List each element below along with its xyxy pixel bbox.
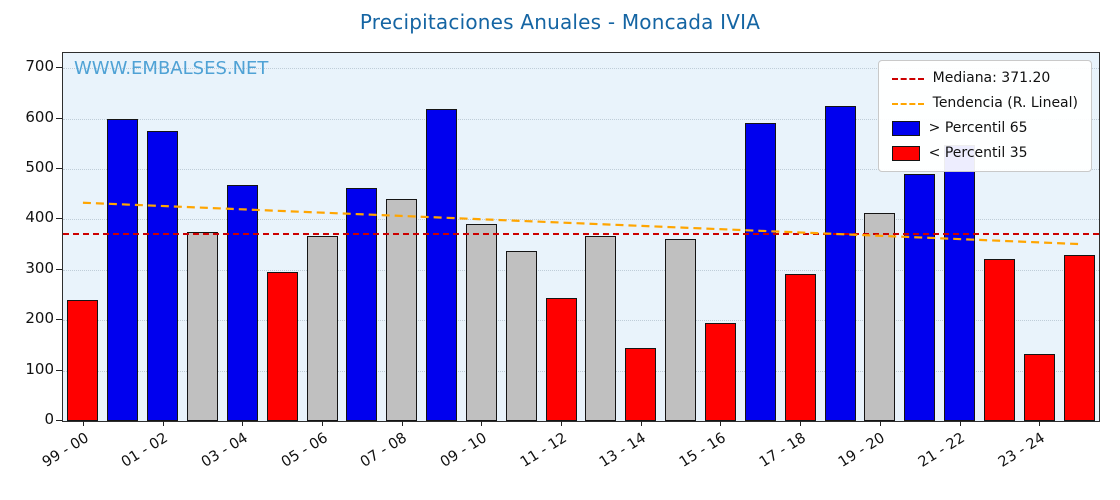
x-axis-tick-label-text: 99 - 00 — [39, 430, 92, 471]
x-axis-tick-label-text: 03 - 04 — [198, 430, 251, 471]
x-axis-tick-mark — [800, 421, 802, 426]
bar — [505, 250, 537, 421]
y-axis-tick-label: 100 — [25, 359, 54, 378]
legend-item-trend: Tendencia (R. Lineal) — [891, 95, 1078, 112]
x-axis-tick-label-text: 21 - 22 — [915, 430, 969, 471]
x-axis-tick-mark — [322, 421, 323, 426]
y-axis-tick-mark — [56, 319, 62, 321]
x-axis-tick-label-text: 17 - 18 — [756, 430, 809, 471]
bar — [784, 273, 816, 421]
x-axis-tick-label-text: 11 - 12 — [517, 430, 570, 471]
y-axis-tick-label: 300 — [25, 258, 54, 277]
bar — [824, 105, 856, 421]
legend-trend-label: Tendencia (R. Lineal) — [932, 95, 1078, 111]
x-axis-tick-label-text: 05 - 06 — [278, 430, 331, 471]
x-axis-tick-label-text: 09 - 10 — [437, 430, 490, 471]
trend-line-swatch-icon — [891, 102, 924, 105]
legend-median-label: Mediana: 371.20 — [932, 70, 1051, 86]
x-axis-tick-mark — [242, 421, 244, 426]
x-axis-tick-label-text: 07 - 08 — [358, 430, 411, 471]
y-axis-tick-label: 0 — [44, 410, 54, 428]
bar — [585, 236, 617, 421]
y-axis-tick-label: 600 — [25, 107, 54, 126]
x-axis-tick-mark — [959, 421, 961, 426]
y-axis-tick-mark — [56, 268, 62, 270]
y-axis-tick-mark — [56, 218, 62, 220]
bar — [306, 236, 338, 421]
h-gridline — [63, 320, 1099, 322]
x-axis-tick-mark — [879, 421, 881, 426]
x-axis-tick-label-text: 23 - 24 — [995, 430, 1048, 471]
bar — [147, 131, 179, 421]
bar — [665, 238, 697, 421]
bar — [545, 297, 577, 421]
x-axis-tick-mark — [720, 421, 722, 426]
x-axis-tick-label-text: 01 - 02 — [119, 430, 172, 471]
x-axis-tick-mark — [82, 421, 84, 426]
x-axis-tick-mark — [640, 421, 642, 426]
legend-item-median: Mediana: 371.20 — [891, 70, 1078, 87]
h-gridline — [63, 370, 1099, 372]
above-percentile-swatch-icon — [891, 121, 920, 136]
y-axis-tick-label: 500 — [25, 157, 54, 176]
median-line — [63, 232, 1099, 235]
x-axis-tick-label-text: 15 - 16 — [676, 430, 729, 471]
bar — [864, 212, 896, 421]
below-percentile-swatch-icon — [891, 146, 920, 161]
bar — [226, 185, 258, 421]
legend: Mediana: 371.20 Tendencia (R. Lineal) > … — [877, 60, 1092, 172]
h-gridline — [63, 68, 1099, 70]
h-gridline — [63, 168, 1099, 170]
x-axis-tick-label-text: 19 - 20 — [836, 430, 889, 471]
y-axis-tick-mark — [56, 167, 62, 169]
bar — [266, 272, 298, 421]
bar — [983, 258, 1015, 421]
y-axis-tick-label: 700 — [25, 57, 54, 76]
x-axis-tick-mark — [561, 421, 563, 426]
y-axis-tick-mark — [56, 420, 62, 421]
bar — [625, 347, 657, 421]
h-gridline — [63, 118, 1099, 120]
bar — [904, 174, 936, 421]
bar — [704, 322, 736, 421]
h-gridline — [63, 269, 1099, 271]
legend-item-below: < Percentil 35 — [891, 145, 1078, 162]
x-axis-tick-label-text: 13 - 14 — [597, 430, 650, 471]
x-axis-tick-mark — [162, 421, 164, 426]
legend-above-label: > Percentil 65 — [928, 120, 1028, 136]
bar — [944, 144, 976, 421]
x-axis-tick-mark — [1039, 421, 1041, 426]
bar — [465, 224, 497, 421]
y-axis-tick-label: 200 — [25, 309, 54, 328]
bar — [1023, 353, 1055, 421]
bar — [1063, 254, 1095, 421]
y-axis-tick-mark — [56, 67, 62, 69]
bar — [426, 109, 458, 421]
bar — [744, 122, 776, 421]
y-axis-tick-mark — [56, 369, 62, 371]
median-line-swatch-icon — [891, 77, 924, 80]
x-axis-tick-mark — [401, 421, 403, 426]
watermark: WWW.EMBALSES.NET — [74, 58, 269, 79]
bar — [107, 118, 139, 421]
bar — [186, 231, 218, 421]
legend-below-label: < Percentil 35 — [928, 145, 1028, 161]
legend-item-above: > Percentil 65 — [891, 120, 1078, 137]
y-axis-tick-mark — [56, 117, 62, 119]
chart-title: Precipitaciones Anuales - Moncada IVIA — [359, 10, 761, 34]
y-axis-tick-label: 400 — [25, 208, 54, 227]
bar — [346, 188, 378, 421]
x-axis-tick-mark — [481, 421, 483, 426]
bar — [67, 300, 99, 421]
